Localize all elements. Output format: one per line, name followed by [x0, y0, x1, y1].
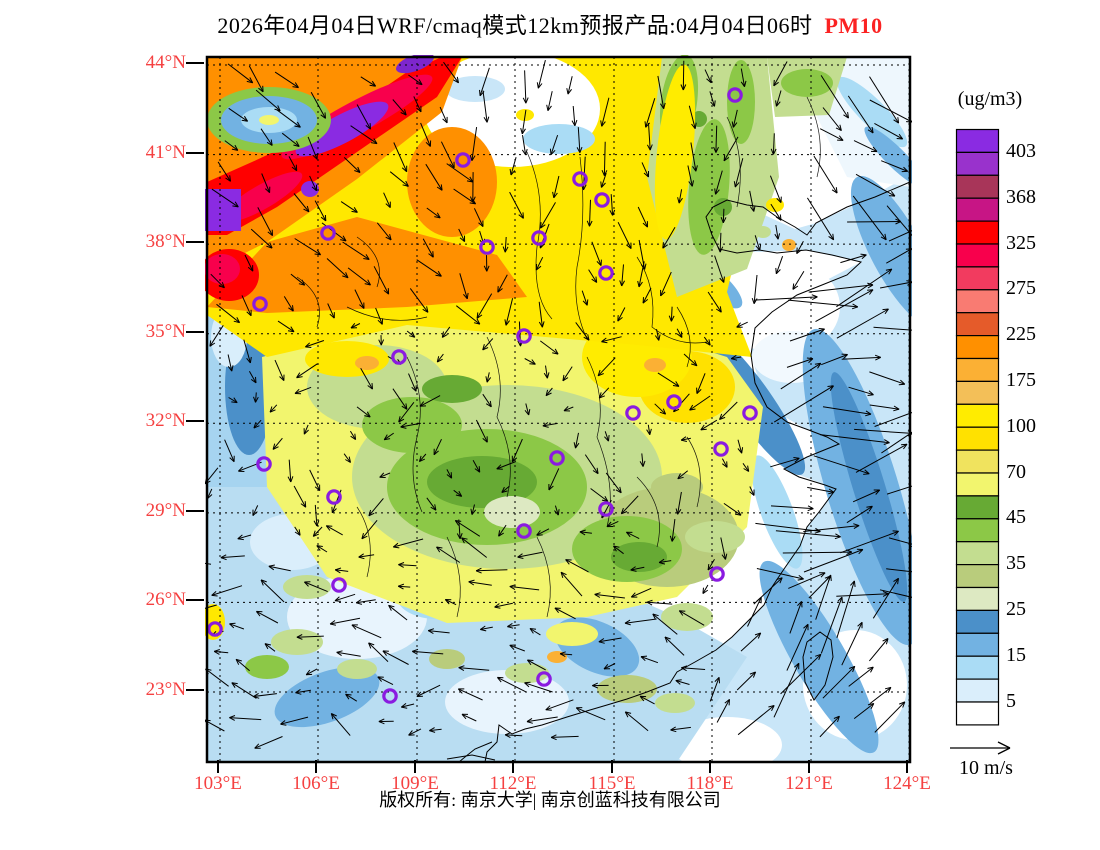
colorbar-tick-label: 35 [1006, 552, 1026, 575]
page-title: 2026年04月04日WRF/cmaq模式12km预报产品:04月04日06时 P… [0, 8, 1100, 40]
forecast-map [205, 55, 912, 764]
city-marker [666, 394, 682, 410]
colorbar-tick-label: 275 [1006, 277, 1036, 300]
city-marker [598, 265, 614, 281]
colorbar-tick-label: 403 [1006, 139, 1036, 162]
lon-tick [709, 760, 711, 773]
lon-tick [906, 760, 908, 773]
lat-tick [186, 241, 204, 244]
lon-label: 121°E [785, 773, 833, 794]
lat-label: 41°N [145, 141, 186, 163]
lat-label: 38°N [145, 231, 186, 253]
colorbar-tick-label: 70 [1006, 460, 1026, 483]
lat-label: 35°N [145, 320, 186, 342]
lat-label: 32°N [145, 410, 186, 432]
lon-label: 112°E [489, 773, 537, 794]
city-marker [598, 501, 614, 517]
city-marker [742, 405, 758, 421]
title-pollutant: PM10 [824, 13, 883, 38]
colorbar-tick-label: 225 [1006, 323, 1036, 346]
city-marker [713, 441, 729, 457]
colorbar-tick-label: 5 [1006, 689, 1016, 712]
coastline [446, 181, 911, 763]
lat-label: 29°N [145, 499, 186, 521]
lon-label: 106°E [292, 773, 340, 794]
city-marker [331, 577, 347, 593]
city-marker [516, 328, 532, 344]
colorbar-tick-label: 45 [1006, 506, 1026, 529]
colorbar-tick-label: 100 [1006, 414, 1036, 437]
colorbar-tick-label: 325 [1006, 231, 1036, 254]
lon-tick [414, 760, 416, 773]
lon-tick [808, 760, 810, 773]
lon-label: 124°E [883, 773, 931, 794]
colorbar [955, 128, 1001, 732]
lat-tick [186, 151, 204, 154]
lon-tick [315, 760, 317, 773]
city-marker [572, 171, 588, 187]
city-marker [727, 87, 743, 103]
city-marker [479, 239, 495, 255]
lat-label: 44°N [145, 52, 186, 73]
lat-tick [186, 509, 204, 512]
copyright-text: 版权所有: 南京大学| 南京创蓝科技有限公司 [379, 790, 721, 810]
city-markers [207, 87, 758, 704]
lon-tick [217, 760, 219, 773]
pm10-field [205, 55, 912, 764]
city-marker [516, 523, 532, 539]
lat-label: 26°N [145, 589, 186, 611]
lat-label: 23°N [145, 679, 186, 700]
lon-label: 115°E [588, 773, 636, 794]
map-border [205, 55, 912, 764]
lat-tick [186, 689, 204, 691]
city-marker [594, 192, 610, 208]
lon-tick [512, 760, 514, 773]
title-main: 2026年04月04日WRF/cmaq模式12km预报产品:04月04日06时 [217, 13, 813, 38]
city-marker [326, 489, 342, 505]
colorbar-tick-label: 368 [1006, 185, 1036, 208]
city-marker [391, 349, 407, 365]
lon-label: 103°E [194, 773, 242, 794]
lon-tick [611, 760, 613, 773]
city-marker [549, 450, 565, 466]
colorbar-tick-label: 25 [1006, 597, 1026, 620]
lat-tick [186, 330, 204, 333]
colorbar-cells [955, 128, 1000, 726]
lon-label: 118°E [686, 773, 734, 794]
lat-tick [186, 420, 204, 423]
city-marker [382, 688, 398, 704]
city-marker [709, 566, 725, 582]
lat-tick [186, 599, 204, 602]
city-marker [536, 671, 552, 687]
city-marker [252, 296, 268, 312]
city-marker [455, 152, 471, 168]
city-marker [625, 405, 641, 421]
colorbar-tick-label: 175 [1006, 368, 1036, 391]
colorbar-tick-label: 15 [1006, 643, 1026, 666]
city-marker [320, 225, 336, 241]
city-marker [207, 621, 223, 637]
wind-reference-arrow [950, 741, 1011, 755]
wind-reference-label: 10 m/s [959, 757, 1013, 779]
city-marker [531, 230, 547, 246]
lon-label: 109°E [391, 773, 439, 794]
wind-vectors [205, 59, 912, 749]
colorbar-unit: (ug/m3) [957, 88, 1023, 110]
lat-tick [186, 62, 204, 64]
city-marker [256, 456, 272, 472]
